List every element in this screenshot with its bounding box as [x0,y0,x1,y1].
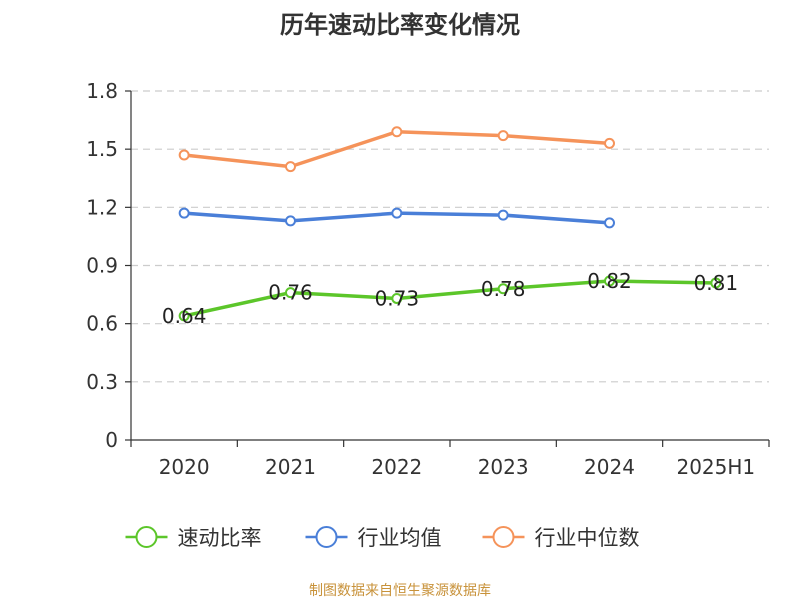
data-point[interactable] [178,149,190,161]
data-point[interactable] [710,277,722,289]
data-point[interactable] [497,283,509,295]
y-tick-label: 1.5 [86,137,118,161]
data-point[interactable] [391,126,403,138]
data-labels: 0.64 0.76 0.73 0.78 0.82 0.81 [162,269,738,328]
data-point[interactable] [391,207,403,219]
axes: 0 0.3 0.6 0.9 1.2 1.5 1.8 2020 2021 2022 2023 2024 2… [86,79,770,479]
y-tick-label: 1.2 [86,195,118,219]
legend-item-3[interactable]: 行业中位数 [482,526,640,550]
data-point[interactable] [604,217,615,229]
data-label: 0.73 [375,286,420,310]
chart-title: 历年速动比率变化情况 [280,11,520,39]
legend-label: 行业均值 [358,526,442,550]
legend-swatch-marker [135,526,158,548]
data-point[interactable] [285,287,296,299]
y-tick-label: 0.6 [86,312,118,336]
data-point[interactable] [391,292,403,304]
data-point[interactable] [178,207,190,219]
legend-swatch-marker [315,526,338,548]
legend[interactable]: 速动比率 行业均值 行业中位数 [125,526,640,550]
y-tick-label: 0.3 [86,370,118,394]
data-point[interactable] [285,215,296,227]
gridlines [131,90,769,383]
y-tick-label: 0 [105,428,118,452]
series-3 [178,126,615,173]
y-tick-label: 0.9 [86,254,118,278]
data-point[interactable] [604,137,615,149]
legend-label: 行业中位数 [535,526,640,550]
series-2 [178,207,615,229]
source-note: 制图数据来自恒生聚源数据库 [309,583,491,599]
data-point[interactable] [604,275,615,287]
data-point[interactable] [178,310,190,322]
y-tick-label: 1.8 [86,79,118,103]
x-tick-label: 2020 [159,455,210,479]
data-point[interactable] [497,130,509,142]
data-point[interactable] [497,209,509,221]
legend-label: 速动比率 [178,526,262,550]
data-label: 0.64 [162,304,207,328]
series-line [182,279,718,318]
data-label: 0.82 [587,269,632,293]
legend-item-1[interactable]: 速动比率 [125,526,262,550]
data-point[interactable] [285,161,296,173]
x-tick-label: 2021 [265,455,316,479]
data-label: 0.76 [268,281,313,305]
series-1 [178,275,722,322]
data-label: 0.78 [481,277,526,301]
legend-swatch-marker [492,526,515,548]
x-tick-label: 2022 [371,455,422,479]
x-tick-label: 2024 [584,455,635,479]
data-label: 0.81 [694,271,739,295]
series-lines [178,126,722,322]
x-tick-label: 2023 [478,455,529,479]
x-tick-label: 2025H1 [676,455,755,479]
legend-item-2[interactable]: 行业均值 [305,526,442,550]
